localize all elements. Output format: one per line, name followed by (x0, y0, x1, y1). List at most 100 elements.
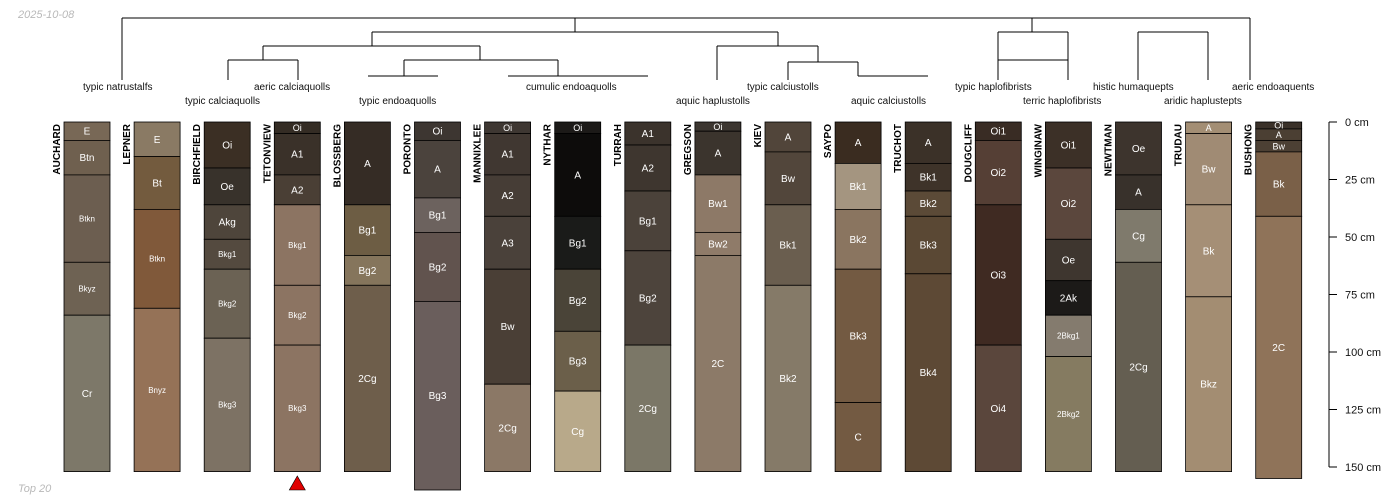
taxon-label: aquic calciustolls (851, 96, 926, 107)
horizon-bkg1 (273, 204, 321, 286)
horizon-bw (764, 151, 812, 206)
horizon-label: Oi (1274, 121, 1283, 131)
date-watermark: 2025-10-08 (17, 9, 75, 21)
horizon-oe (203, 167, 251, 206)
profile-name: PORONTO (403, 124, 414, 175)
horizon-bg2 (343, 254, 391, 286)
horizon-label: Bg3 (429, 391, 447, 402)
taxon-label: typic calciustolls (747, 82, 819, 93)
horizon-label: Bk2 (849, 235, 867, 246)
horizon-label: Bg1 (569, 238, 587, 249)
taxon-label: typic endoaquolls (359, 96, 436, 107)
profile-nythar: NYTHAR Oi A Bg1 Bg2 Bg3 Cg (543, 121, 602, 473)
horizon-label: Bw2 (708, 239, 728, 250)
profile-name: BUSHONG (1244, 124, 1255, 175)
horizon-akg (203, 204, 251, 240)
horizon-2cg (343, 284, 391, 472)
horizon-label: Cg (571, 427, 584, 438)
horizon-label: Oi (293, 123, 302, 133)
axis-tick-label: 125 cm (1345, 405, 1381, 417)
horizon-a1 (484, 133, 532, 176)
horizon-label: Oe (1132, 144, 1146, 155)
taxon-label: typic calciaquolls (185, 96, 260, 107)
profile-birchfield: BIRCHFIELD Oi Oe Akg Bkg1 Bkg2 Bkg3 (192, 121, 251, 473)
horizon-label: A (785, 132, 792, 143)
profile-name: SAYPO (823, 124, 834, 158)
profile-lepner: LEPNER E Bt Btkn Bnyz (122, 121, 181, 472)
footer-watermark: Top 20 (18, 483, 52, 495)
profile-auchard: AUCHARD E Btn Btkn Bkyz Cr (52, 121, 111, 473)
horizon-label: Bw (1202, 165, 1217, 176)
horizon-label: Cr (82, 389, 93, 400)
horizon-label: Bkg3 (218, 401, 237, 410)
horizon-label: C (854, 433, 861, 444)
horizon-btkn (63, 174, 111, 263)
horizon-a (1115, 174, 1162, 210)
taxonomy-labels: typic natrustalfs typic calciaquolls aeric… (83, 82, 1314, 107)
horizon-bk (1185, 204, 1232, 298)
horizon-label: Oi (573, 123, 582, 133)
horizon-bk4 (904, 273, 952, 472)
horizon-bg2 (414, 231, 461, 302)
profile-gregson: GREGSON Oi A Bw1 Bw2 2C (683, 121, 742, 472)
horizon-2c (1255, 215, 1303, 479)
horizon-label: A (925, 138, 932, 149)
horizon-bk3 (904, 215, 952, 275)
horizon-cg (1115, 208, 1162, 263)
horizon-a (554, 133, 602, 217)
horizon-bt (133, 156, 181, 210)
horizon-label: 2Cg (639, 404, 657, 415)
profile-dougcliff: DOUGCLIFF Oi1 Oi2 Oi3 Oi4 (963, 121, 1022, 473)
taxon-label: cumulic endoaquolls (526, 82, 617, 93)
horizon-label: Bkg1 (218, 250, 237, 259)
horizon-label: A2 (501, 191, 514, 202)
marker-triangle (288, 475, 306, 491)
horizon-a (764, 121, 812, 153)
horizon-label: A1 (291, 150, 304, 161)
horizon-label: Bk (1273, 180, 1286, 191)
horizon-label: Bk3 (849, 331, 867, 342)
horizon-bw1 (694, 174, 742, 233)
horizon-bg1 (414, 197, 461, 233)
horizon-label: A1 (642, 129, 655, 140)
horizon-label: Bk2 (779, 374, 797, 385)
taxon-label: aridic haplustepts (1164, 96, 1242, 107)
axis-tick-label: 100 cm (1345, 347, 1381, 359)
horizon-bnyz (133, 307, 181, 472)
profile-name: TRUCHOT (893, 124, 904, 173)
horizon-bk2 (834, 208, 882, 270)
horizon-cg (554, 390, 602, 473)
horizon-label: Oi1 (991, 127, 1007, 138)
horizon-label: Bkg2 (288, 311, 307, 320)
horizon-label: Oi (433, 127, 443, 138)
profile-name: TRUDAU (1174, 124, 1185, 166)
profile-name: TETONVIEW (262, 123, 273, 183)
horizon-bkg3 (203, 337, 251, 473)
horizon-bk2 (764, 284, 812, 472)
horizon-bk (1255, 151, 1303, 217)
horizon-a2 (484, 174, 532, 217)
horizon-oe (1115, 121, 1162, 176)
profile-name: NEWTMAN (1104, 124, 1115, 176)
horizon-2cg (624, 344, 672, 473)
taxon-label: aeric endoaquents (1232, 82, 1314, 93)
horizon-label: Bw (501, 322, 516, 333)
profile-name: MANNIXLEE (473, 124, 484, 183)
profile-saypo: SAYPO A Bk1 Bk2 Bk3 C (823, 121, 882, 473)
horizon-bkg1 (203, 238, 251, 270)
horizon-label: Oi4 (991, 404, 1007, 415)
horizon-label: 2C (1272, 343, 1285, 354)
axis-tick-label: 150 cm (1345, 462, 1381, 474)
horizon-btn (63, 139, 111, 176)
horizon-label: Oi (503, 123, 512, 133)
axis-tick-label: 0 cm (1345, 117, 1369, 129)
horizon-label: Bk2 (920, 199, 938, 210)
depth-axis: 0 cm 25 cm 50 cm 75 cm 100 cm 125 cm 150 cm (1328, 117, 1381, 474)
horizon-label: Btn (79, 153, 94, 164)
horizon-bg1 (343, 204, 391, 256)
profile-name: WINGINAW (1033, 123, 1044, 177)
profile-name: BIRCHFIELD (192, 124, 203, 185)
profile-poronto: PORONTO Oi A Bg1 Bg2 Bg3 (403, 121, 461, 491)
horizon-label: Bg1 (429, 211, 447, 222)
horizon-bkg2 (273, 284, 321, 346)
